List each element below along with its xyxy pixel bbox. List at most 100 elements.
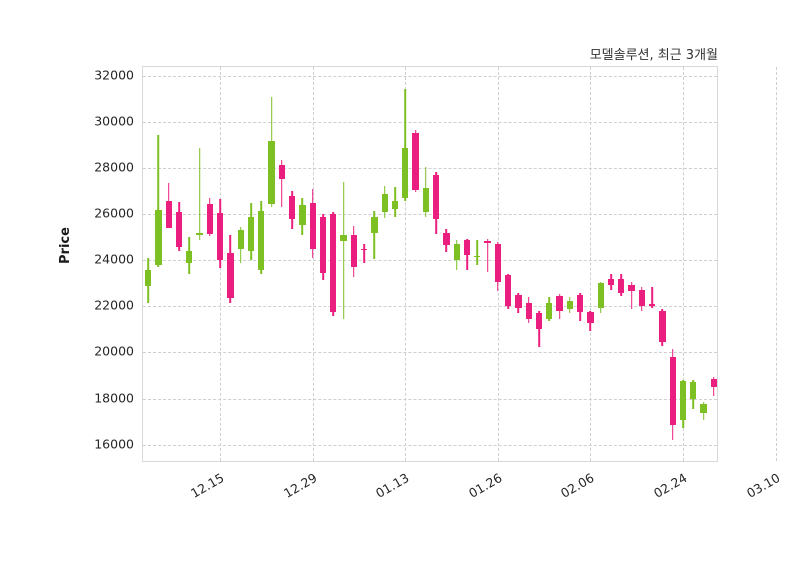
candlestick-body (412, 132, 419, 191)
candlestick-body (443, 232, 450, 246)
candlestick-body (648, 304, 656, 306)
candlestick-body (484, 240, 491, 244)
gridline-horizontal (143, 122, 717, 124)
y-axis-tick-labels: 16000 18000 20000 22000 24000 26000 28000 30000… (0, 0, 134, 575)
candlestick (463, 67, 471, 463)
candlestick (360, 67, 368, 463)
candlestick-body (350, 235, 358, 268)
candlestick-body (268, 140, 275, 204)
candlestick-body (700, 404, 707, 414)
candlestick-body (278, 164, 286, 179)
candlestick (309, 67, 316, 463)
candlestick-body (381, 193, 388, 213)
candlestick (597, 67, 604, 463)
candlestick (648, 67, 656, 463)
candlestick-body (299, 205, 306, 225)
gridline-vertical (590, 67, 592, 461)
candlestick (402, 67, 409, 463)
x-axis-tick-label: 12.15 (188, 470, 227, 501)
candlestick (371, 67, 378, 463)
y-axis-tick-label: 22000 (94, 297, 134, 313)
candlestick-body (340, 235, 347, 241)
candlestick-body (504, 275, 512, 307)
gridline-vertical (775, 67, 777, 461)
y-axis-tick-label: 18000 (94, 390, 134, 406)
candlestick (247, 67, 255, 463)
candlestick (669, 67, 676, 463)
candlestick (144, 67, 152, 463)
candlestick-body (175, 212, 183, 247)
candlestick-body (618, 278, 625, 293)
candlestick (391, 67, 399, 463)
candlestick-body (474, 255, 481, 258)
candlestick (515, 67, 522, 463)
candlestick-body (360, 248, 368, 251)
candlestick (186, 67, 193, 463)
candlestick (443, 67, 450, 463)
candlestick-wick (198, 147, 201, 240)
candlestick-body (607, 278, 615, 285)
candlestick-body (237, 230, 244, 249)
candlestick (700, 67, 707, 463)
gridline-horizontal (143, 398, 717, 400)
candlestick (679, 67, 687, 463)
candlestick (546, 67, 553, 463)
candlestick (453, 67, 460, 463)
candlestick-wick (157, 134, 160, 268)
x-axis-tick-label: 02.24 (650, 470, 690, 501)
candlestick (587, 67, 594, 463)
candlestick (638, 67, 646, 463)
candlestick (299, 67, 306, 463)
candlestick-body (587, 312, 594, 323)
candlestick-body (402, 147, 409, 199)
candlestick-body (679, 381, 687, 421)
candlestick-body (330, 214, 337, 313)
candlestick-body (309, 202, 316, 249)
candlestick (268, 67, 275, 463)
candlestick (618, 67, 625, 463)
candlestick (556, 67, 563, 463)
candlestick-wick (486, 238, 489, 272)
x-axis-tick-label: 12.29 (280, 470, 320, 501)
y-axis-tick-label: 26000 (94, 205, 134, 221)
candlestick (227, 67, 234, 463)
plot-area (142, 66, 777, 463)
x-axis-tick-label: 01.26 (465, 470, 505, 501)
gridline-horizontal (143, 168, 717, 170)
candlestick-body (227, 253, 234, 299)
candlestick (206, 67, 214, 463)
y-axis-tick-label: 20000 (94, 343, 134, 359)
candlestick (710, 67, 718, 463)
y-axis-tick-label: 24000 (94, 251, 134, 267)
candlestick-wick (404, 88, 407, 201)
gridline-vertical (683, 67, 684, 461)
candlestick (484, 67, 491, 463)
candlestick-body (391, 200, 399, 209)
candlestick-body (196, 232, 203, 236)
candlestick-body (319, 216, 327, 274)
gridline-horizontal (143, 352, 717, 354)
gridline-horizontal (143, 306, 717, 308)
candlestick (412, 67, 419, 463)
candlestick-wick (476, 239, 479, 265)
candlestick (474, 67, 481, 463)
y-axis-tick-label: 28000 (94, 159, 134, 175)
candlestick-body (638, 290, 646, 307)
candlestick (422, 67, 430, 463)
candlestick (381, 67, 388, 463)
candlestick-body (247, 216, 255, 252)
candlestick-body (669, 357, 676, 425)
candlestick-wick (651, 286, 653, 308)
candlestick-body (288, 195, 296, 219)
gridline-horizontal (143, 214, 717, 216)
candlestick-body (690, 382, 697, 399)
candlestick-body (546, 302, 553, 320)
y-axis-tick-label: 16000 (94, 436, 134, 452)
gridline-horizontal (143, 444, 717, 446)
candlestick-body (216, 213, 224, 261)
candlestick (278, 67, 286, 463)
chart-title: 모델솔루션, 최근 3개월 (589, 48, 718, 63)
gridline-vertical (405, 67, 407, 461)
candlestick-body (597, 283, 604, 308)
